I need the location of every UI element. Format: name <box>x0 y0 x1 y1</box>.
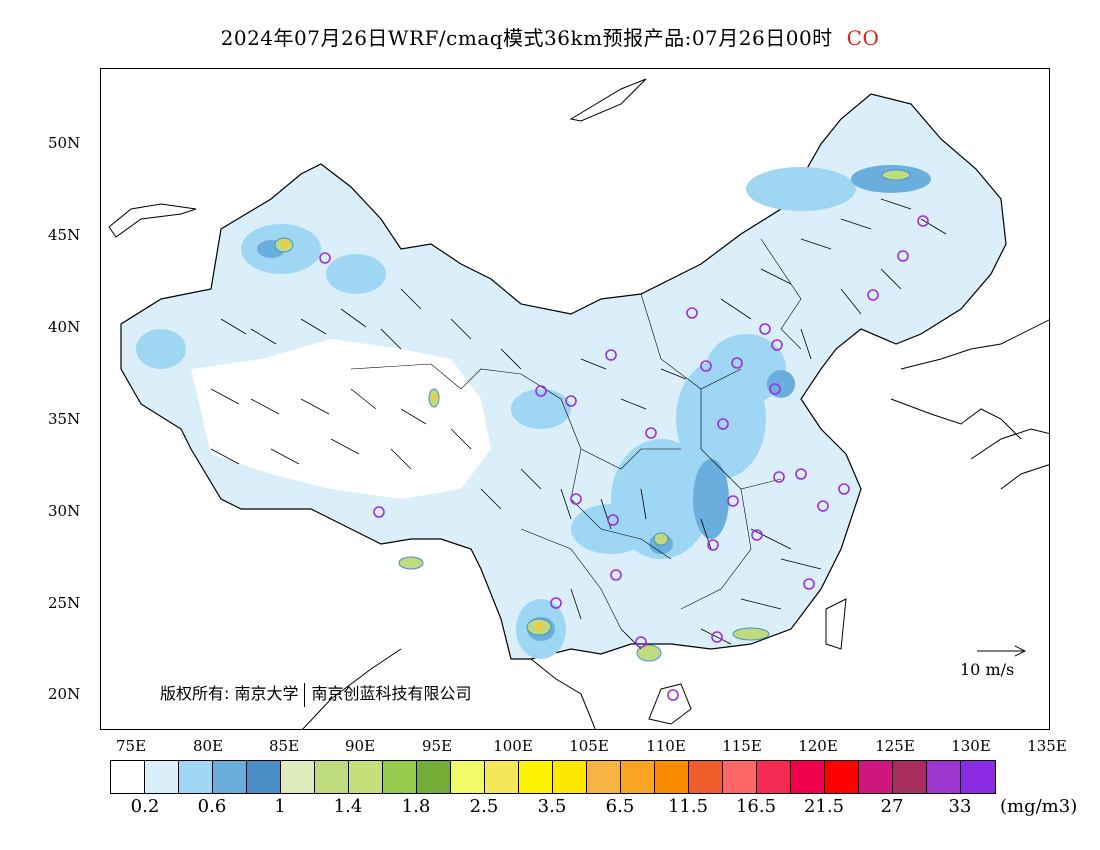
legend-swatch-5 <box>281 761 315 793</box>
legend-label-10: 21.5 <box>803 796 845 817</box>
legend-swatch-8 <box>383 761 417 793</box>
species-label: CO <box>846 26 880 50</box>
legend-swatch-25 <box>961 761 995 793</box>
legend-swatch-17 <box>689 761 723 793</box>
legend-swatch-7 <box>349 761 383 793</box>
legend-swatch-12 <box>519 761 553 793</box>
legend-swatch-24 <box>927 761 961 793</box>
copyright-divider <box>304 682 306 707</box>
lat-label-25n: 25N <box>48 594 81 612</box>
legend-label-4: 1.8 <box>401 796 431 817</box>
lon-label-75e: 75E <box>115 737 147 755</box>
lon-label-135e: 135E <box>1027 737 1067 755</box>
lon-label-115e: 115E <box>722 737 762 755</box>
color-legend-bar <box>110 760 996 794</box>
lat-label-30n: 30N <box>48 502 81 520</box>
lon-label-95e: 95E <box>421 737 453 755</box>
lon-label-80e: 80E <box>192 737 224 755</box>
legend-label-11: 27 <box>880 796 904 817</box>
legend-label-2: 1 <box>274 796 286 817</box>
legend-swatch-3 <box>213 761 247 793</box>
legend-swatch-15 <box>621 761 655 793</box>
legend-swatch-14 <box>587 761 621 793</box>
coastlines <box>108 78 1049 729</box>
legend-label-7: 6.5 <box>605 796 635 817</box>
legend-swatch-16 <box>655 761 689 793</box>
legend-swatch-0 <box>111 761 145 793</box>
legend-swatch-21 <box>825 761 859 793</box>
mid-concentration-patches <box>136 167 856 659</box>
map-frame <box>100 68 1050 730</box>
copyright-left: 版权所有: 南京大学 <box>160 684 299 703</box>
legend-label-6: 3.5 <box>537 796 567 817</box>
wind-vectors <box>210 198 947 650</box>
lat-label-35n: 35N <box>48 410 81 428</box>
lon-label-85e: 85E <box>268 737 300 755</box>
legend-label-5: 2.5 <box>469 796 499 817</box>
lat-label-45n: 45N <box>48 226 81 244</box>
legend-label-0: 0.2 <box>130 796 160 817</box>
legend-swatch-2 <box>179 761 213 793</box>
lon-label-90e: 90E <box>344 737 376 755</box>
hotspots <box>274 169 911 662</box>
lon-label-100e: 100E <box>493 737 533 755</box>
station-markers <box>319 215 929 701</box>
legend-swatch-20 <box>791 761 825 793</box>
legend-swatch-4 <box>247 761 281 793</box>
legend-label-1: 0.6 <box>197 796 227 817</box>
legend-swatch-19 <box>757 761 791 793</box>
tibet-low-area <box>191 339 491 499</box>
lon-label-125e: 125E <box>875 737 915 755</box>
legend-swatch-18 <box>723 761 757 793</box>
legend-label-9: 16.5 <box>735 796 777 817</box>
legend-label-8: 11.5 <box>667 796 709 817</box>
legend-swatch-11 <box>485 761 519 793</box>
legend-swatch-22 <box>859 761 893 793</box>
lon-label-130e: 130E <box>951 737 991 755</box>
map-canvas <box>108 78 1049 729</box>
lat-label-40n: 40N <box>48 318 81 336</box>
legend-unit: (mg/m3) <box>1000 796 1078 817</box>
wind-reference-arrow <box>977 645 1027 657</box>
legend-swatch-9 <box>417 761 451 793</box>
china-field-base <box>121 94 1006 659</box>
lat-label-50n: 50N <box>48 134 81 152</box>
copyright: 版权所有: 南京大学 南京创蓝科技有限公司 <box>160 680 472 707</box>
title-text: 2024年07月26日WRF/cmaq模式36km预报产品:07月26日00时 <box>220 26 833 50</box>
china-border <box>120 93 1007 660</box>
legend-label-3: 1.4 <box>333 796 363 817</box>
legend-swatch-23 <box>893 761 927 793</box>
legend-label-12: 33 <box>948 796 972 817</box>
legend-swatch-13 <box>553 761 587 793</box>
lon-label-110e: 110E <box>646 737 686 755</box>
province-borders <box>350 238 802 630</box>
copyright-right: 南京创蓝科技有限公司 <box>311 684 472 703</box>
legend-swatch-10 <box>451 761 485 793</box>
legend-swatch-1 <box>145 761 179 793</box>
wind-reference-label: 10 m/s <box>960 660 1015 679</box>
legend-swatch-6 <box>315 761 349 793</box>
chart-title: 2024年07月26日WRF/cmaq模式36km预报产品:07月26日00时 C… <box>0 22 1100 51</box>
lat-label-20n: 20N <box>48 685 81 703</box>
lon-label-105e: 105E <box>569 737 609 755</box>
peak-hotspots <box>281 240 543 630</box>
lon-label-120e: 120E <box>798 737 838 755</box>
